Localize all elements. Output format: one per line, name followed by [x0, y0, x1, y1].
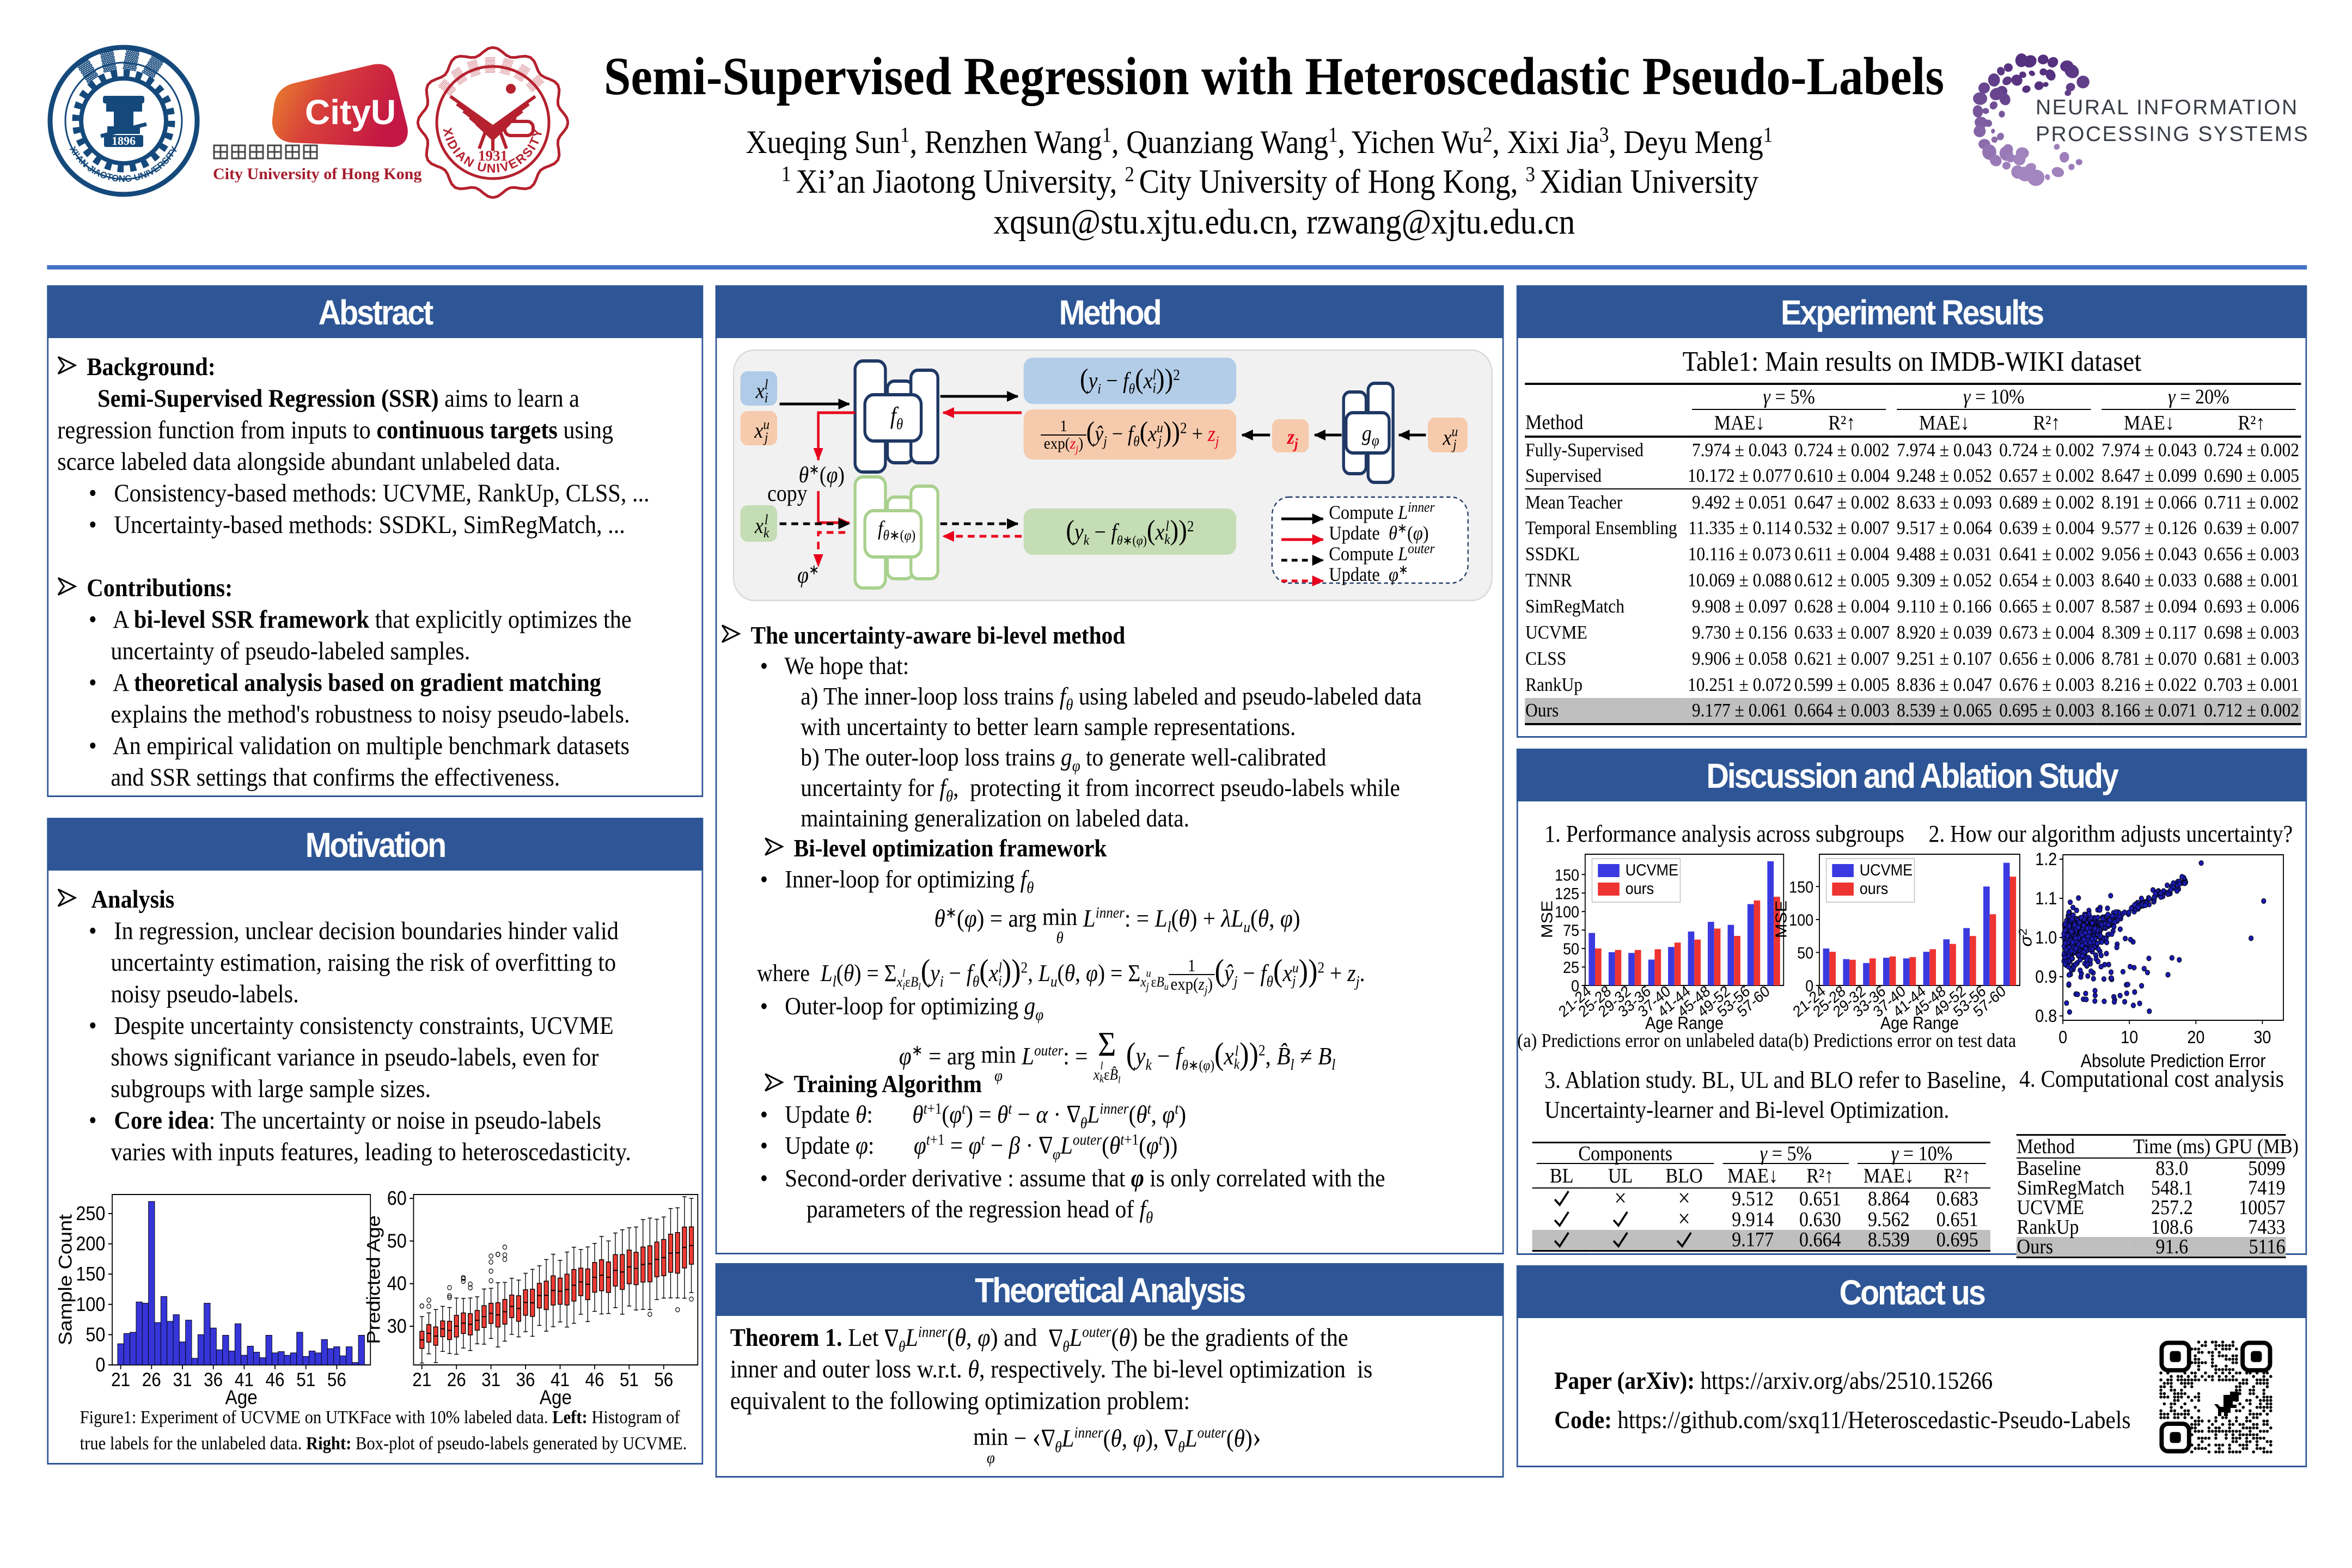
svg-text:0.9: 0.9 — [2035, 967, 2057, 987]
svg-text:UCVME: UCVME — [1860, 861, 1913, 880]
svg-text:21: 21 — [412, 1370, 431, 1391]
svg-text:30: 30 — [2253, 1028, 2271, 1048]
svg-text:City University of Hong Kong: City University of Hong Kong — [213, 165, 421, 182]
svg-text:75: 75 — [1563, 922, 1579, 940]
svg-text:40: 40 — [387, 1273, 407, 1295]
svg-text:MSE: MSE — [1538, 901, 1556, 938]
svg-text:MSE: MSE — [1773, 901, 1790, 938]
svg-text:51: 51 — [620, 1370, 639, 1391]
svg-text:60: 60 — [387, 1188, 407, 1210]
svg-text:30: 30 — [387, 1315, 407, 1337]
svg-text:41: 41 — [551, 1370, 570, 1391]
svg-text:ours: ours — [1860, 880, 1888, 898]
svg-text:10: 10 — [2121, 1028, 2138, 1048]
svg-text:0: 0 — [1805, 977, 1813, 996]
svg-text:σ2: σ2 — [2019, 928, 2035, 947]
svg-text:25: 25 — [1563, 959, 1579, 977]
svg-text:20: 20 — [2187, 1028, 2204, 1048]
svg-text:ours: ours — [1626, 880, 1654, 898]
svg-text:31: 31 — [481, 1370, 500, 1391]
svg-text:1896: 1896 — [112, 134, 136, 148]
svg-text:56: 56 — [327, 1370, 346, 1391]
svg-text:200: 200 — [76, 1233, 105, 1255]
svg-text:1.2: 1.2 — [2035, 850, 2057, 869]
svg-text:1931: 1931 — [478, 148, 508, 164]
svg-text:1.1: 1.1 — [2035, 889, 2057, 909]
svg-text:1.0: 1.0 — [2035, 928, 2057, 948]
svg-text:0: 0 — [95, 1354, 105, 1376]
svg-text:100: 100 — [1555, 903, 1579, 922]
svg-text:Age Range: Age Range — [1645, 1014, 1724, 1033]
svg-text:51: 51 — [296, 1370, 315, 1391]
svg-text:Age Range: Age Range — [1880, 1014, 1959, 1033]
svg-text:Absolute Prediction Error: Absolute Prediction Error — [2081, 1051, 2266, 1071]
svg-text:125: 125 — [1555, 885, 1579, 903]
svg-text:26: 26 — [142, 1370, 161, 1391]
svg-text:PROCESSING SYSTEMS: PROCESSING SYSTEMS — [2036, 122, 2309, 146]
svg-text:41: 41 — [235, 1370, 254, 1391]
svg-text:21: 21 — [111, 1370, 130, 1391]
svg-text:50: 50 — [1797, 944, 1813, 963]
svg-text:250: 250 — [76, 1203, 105, 1224]
svg-text:100: 100 — [76, 1294, 105, 1315]
svg-text:26: 26 — [447, 1370, 466, 1391]
svg-text:56: 56 — [654, 1370, 673, 1391]
svg-text:150: 150 — [1789, 878, 1813, 897]
svg-text:UCVME: UCVME — [1626, 861, 1678, 880]
svg-text:Predicted Age: Predicted Age — [365, 1215, 384, 1344]
svg-text:150: 150 — [76, 1264, 105, 1285]
svg-text:NEURAL INFORMATION: NEURAL INFORMATION — [2036, 96, 2299, 119]
svg-text:0: 0 — [1571, 977, 1579, 996]
svg-text:150: 150 — [1555, 866, 1579, 885]
svg-text:46: 46 — [266, 1370, 285, 1391]
svg-text:36: 36 — [204, 1370, 223, 1391]
svg-text:31: 31 — [173, 1370, 192, 1391]
svg-text:46: 46 — [585, 1370, 604, 1391]
svg-text:100: 100 — [1789, 911, 1813, 930]
svg-text:CityU: CityU — [305, 93, 396, 132]
svg-text:0.8: 0.8 — [2035, 1007, 2057, 1026]
svg-text:36: 36 — [516, 1370, 535, 1391]
svg-text:50: 50 — [1563, 940, 1579, 959]
svg-text:Sample Count: Sample Count — [54, 1214, 76, 1345]
svg-text:0: 0 — [2058, 1028, 2067, 1048]
svg-text:50: 50 — [387, 1230, 407, 1252]
svg-text:Age: Age — [225, 1386, 258, 1408]
svg-text:Age: Age — [540, 1386, 572, 1408]
svg-text:50: 50 — [85, 1324, 105, 1346]
